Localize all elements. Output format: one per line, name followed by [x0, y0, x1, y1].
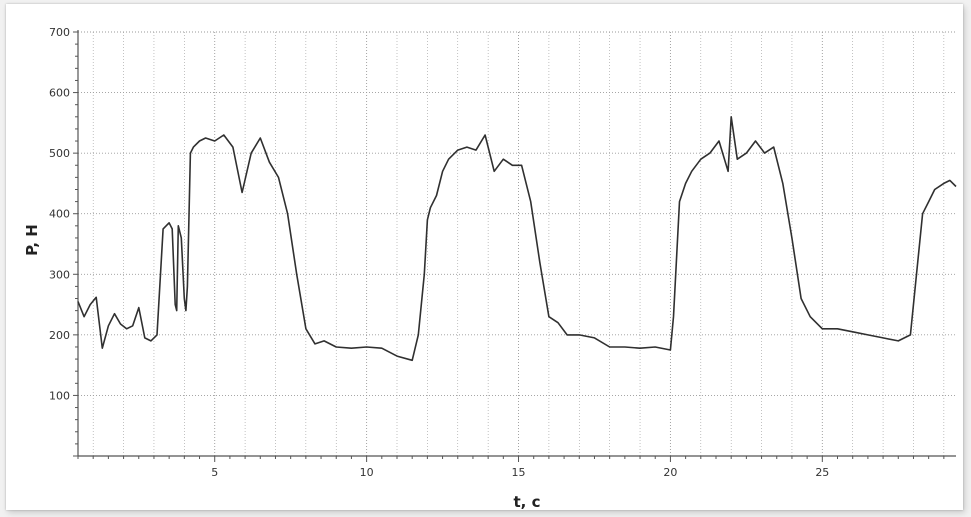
- x-tick-label: 15: [512, 466, 526, 479]
- tick-labels: 100 200 300 400 500 600 700 5 10 15 20 25: [49, 26, 829, 479]
- x-tick-label: 25: [815, 466, 829, 479]
- y-tick-label: 400: [49, 208, 70, 221]
- y-tick-label: 200: [49, 329, 70, 342]
- axes: [73, 30, 956, 462]
- y-tick-label: 300: [49, 268, 70, 281]
- y-axis-title: P, H: [23, 224, 41, 256]
- chart-frame: 100 200 300 400 500 600 700 5 10 15 20 25 P, H t, c: [6, 4, 963, 510]
- series-line-1: [77, 116, 957, 362]
- x-tick-label: 5: [211, 466, 218, 479]
- y-tick-label: 500: [49, 147, 70, 160]
- x-axis-title: t, c: [514, 493, 541, 510]
- line-chart: 100 200 300 400 500 600 700 5 10 15 20 25 P, H t, c: [23, 26, 957, 510]
- series: [77, 116, 957, 362]
- y-tick-label: 100: [49, 389, 70, 402]
- grid: [78, 31, 956, 456]
- x-tick-label: 20: [663, 466, 677, 479]
- y-tick-label: 600: [49, 87, 70, 100]
- x-tick-label: 10: [360, 466, 374, 479]
- y-tick-label: 700: [49, 26, 70, 39]
